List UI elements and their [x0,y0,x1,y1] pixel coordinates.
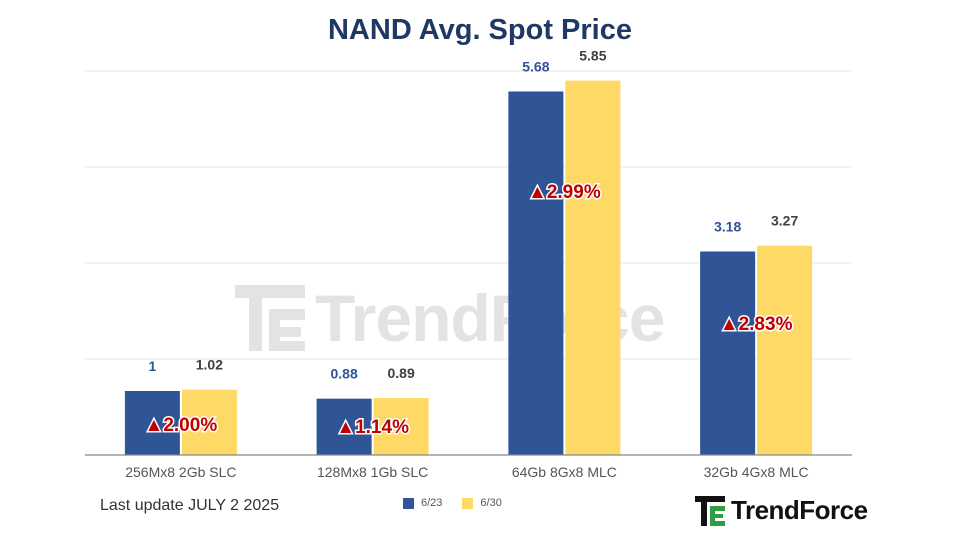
data-label: 3.18 [714,218,741,234]
change-annotation: ▲2.99% [528,182,601,203]
bar-series-2 [757,245,813,455]
legend-label-series-2: 6/30 [480,497,502,509]
data-label: 0.88 [331,366,358,382]
brand-logo: TrendForce [695,495,868,526]
bar-series-2 [565,80,621,455]
bar-series-2 [373,398,429,455]
change-annotation: ▲2.83% [720,314,793,335]
x-tick-label: 64Gb 8Gx8 MLC [512,464,617,480]
trendforce-logo-icon [695,495,725,526]
last-update-text: Last update JULY 2 2025 [100,497,280,514]
change-annotation: ▲2.00% [145,415,218,436]
bar-series-1 [124,391,180,455]
data-label: 5.85 [579,48,606,64]
chart-title: NAND Avg. Spot Price [327,14,632,46]
legend-label-series-1: 6/23 [421,497,443,509]
trendforce-watermark-logo-icon [235,285,305,351]
legend-item-series-2: 6/30 [462,497,502,509]
data-label: 3.27 [771,213,798,229]
legend-swatch-series-1 [403,497,414,509]
brand-name: TrendForce [731,495,868,525]
data-label: 5.68 [522,58,549,74]
bar-series-1 [508,91,564,455]
data-label: 1.02 [196,357,223,373]
x-tick-label: 32Gb 4Gx8 MLC [704,464,809,480]
legend-item-series-1: 6/23 [403,497,442,509]
data-label: 0.89 [388,365,415,381]
data-label: 1 [148,358,156,374]
x-tick-label: 256Mx8 2Gb SLC [125,464,236,480]
change-annotation: ▲1.14% [336,417,409,438]
legend: 6/23 6/30 [403,497,522,509]
x-tick-label: 128Mx8 1Gb SLC [317,464,428,480]
legend-swatch-series-2 [462,497,474,509]
bar-series-1 [316,398,372,455]
bar-series-1 [700,251,756,455]
bar-series-2 [181,389,237,455]
